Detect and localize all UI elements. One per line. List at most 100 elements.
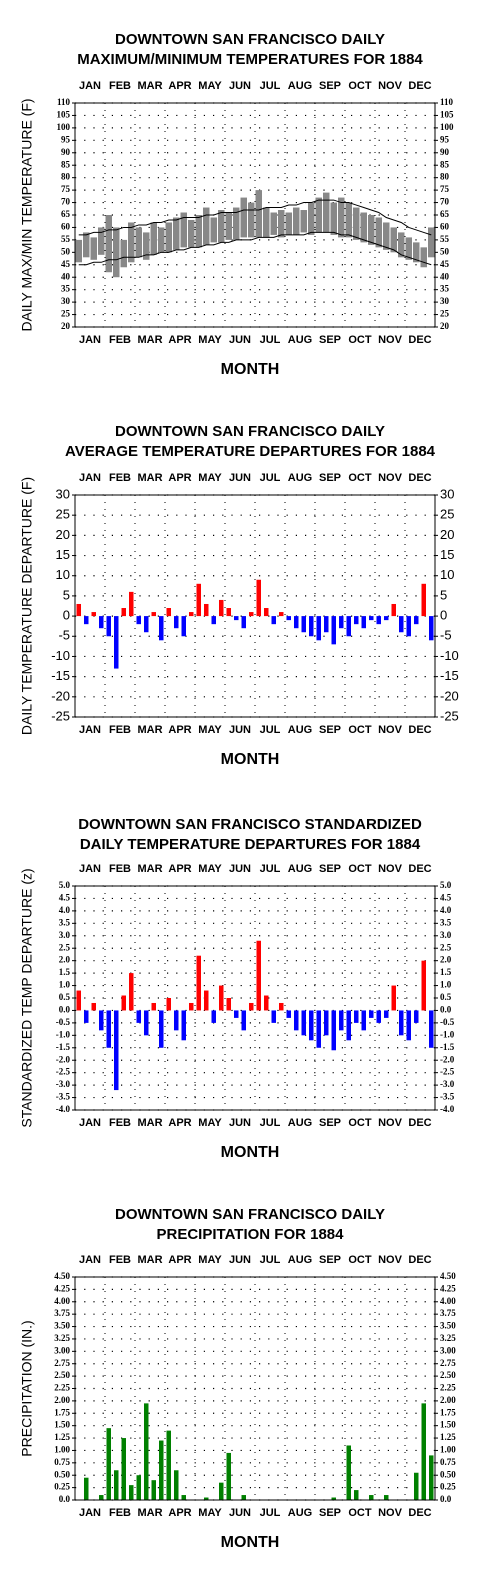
month-label: MAR bbox=[137, 1254, 162, 1266]
y-tick-label: 15 bbox=[56, 547, 70, 562]
month-label: SEP bbox=[319, 1507, 341, 1519]
range-bar bbox=[188, 219, 195, 248]
bar bbox=[309, 1010, 314, 1041]
month-label: APR bbox=[168, 472, 191, 484]
y-tick-label: 45 bbox=[440, 259, 450, 269]
bar bbox=[414, 1010, 419, 1023]
plot-frame bbox=[74, 885, 436, 1111]
range-bar bbox=[353, 207, 360, 240]
bar bbox=[339, 616, 344, 629]
month-label: FEB bbox=[109, 724, 131, 736]
bar bbox=[361, 616, 366, 629]
bar bbox=[346, 1010, 351, 1041]
bar bbox=[399, 616, 404, 633]
bar bbox=[376, 616, 381, 625]
bar bbox=[99, 1495, 104, 1500]
bar bbox=[219, 985, 224, 1011]
bar bbox=[324, 1010, 329, 1036]
bar bbox=[204, 603, 209, 617]
y-tick-label: 2.75 bbox=[54, 1358, 70, 1368]
bar bbox=[264, 608, 269, 617]
bar bbox=[241, 616, 246, 629]
bar bbox=[144, 1403, 149, 1500]
x-axis-label: MONTH bbox=[221, 751, 280, 768]
month-label: JAN bbox=[79, 1254, 101, 1266]
bar bbox=[256, 940, 261, 1011]
y-tick-label: 4.50 bbox=[440, 1271, 456, 1281]
range-bar bbox=[128, 222, 135, 263]
bar bbox=[301, 616, 306, 633]
chart-title: DOWNTOWN SAN FRANCISCO DAILY bbox=[115, 31, 385, 48]
month-label: MAR bbox=[137, 863, 162, 875]
y-tick-label: 0.50 bbox=[54, 1469, 70, 1479]
month-label: JUN bbox=[229, 724, 251, 736]
bar bbox=[159, 616, 164, 641]
bar bbox=[421, 1403, 426, 1500]
month-label: OCT bbox=[348, 1117, 372, 1129]
y-tick-label: 1.50 bbox=[54, 1420, 70, 1430]
y-tick-label: 3.25 bbox=[440, 1333, 456, 1343]
bar bbox=[369, 1495, 374, 1500]
y-tick-label: 3.0 bbox=[59, 930, 71, 940]
y-tick-label: 1.5 bbox=[440, 967, 452, 977]
range-bar bbox=[255, 190, 262, 238]
bar bbox=[249, 612, 254, 617]
y-tick-label: -3.0 bbox=[56, 1079, 71, 1089]
range-bar bbox=[390, 227, 397, 253]
bar bbox=[279, 1002, 284, 1011]
y-tick-label: -25 bbox=[51, 708, 70, 723]
y-tick-label: 0.0 bbox=[440, 1494, 452, 1504]
y-tick-label: -4.0 bbox=[56, 1104, 71, 1114]
y-tick-label: -3.5 bbox=[56, 1092, 71, 1102]
bar bbox=[316, 1010, 321, 1048]
bar bbox=[106, 1010, 111, 1048]
month-label: FEB bbox=[109, 1117, 131, 1129]
range-bar bbox=[420, 247, 427, 268]
month-label: AUG bbox=[288, 863, 312, 875]
bar bbox=[159, 1010, 164, 1048]
range-bar bbox=[173, 217, 180, 250]
bar bbox=[159, 1440, 164, 1500]
bar bbox=[279, 612, 284, 617]
y-tick-label: 1.25 bbox=[54, 1432, 70, 1442]
month-label: JAN bbox=[79, 1507, 101, 1519]
y-tick-label: 20 bbox=[61, 321, 71, 331]
bar bbox=[346, 1445, 351, 1500]
y-tick-label: -15 bbox=[51, 668, 70, 683]
y-tick-label: 25 bbox=[440, 507, 454, 522]
range-bar bbox=[278, 210, 285, 238]
y-tick-label: 15 bbox=[440, 547, 454, 562]
month-label: JAN bbox=[79, 334, 101, 346]
month-label: AUG bbox=[288, 334, 312, 346]
range-bar bbox=[398, 232, 405, 258]
y-tick-label: 105 bbox=[57, 110, 71, 120]
y-tick-label: 85 bbox=[61, 159, 71, 169]
month-label: SEP bbox=[319, 334, 341, 346]
bar bbox=[189, 1002, 194, 1011]
month-label: DEC bbox=[408, 1254, 431, 1266]
y-tick-label: 25 bbox=[61, 309, 71, 319]
bar bbox=[369, 1010, 374, 1018]
y-tick-label: 3.75 bbox=[54, 1308, 70, 1318]
range-bar bbox=[345, 202, 352, 238]
y-tick-label: 4.00 bbox=[440, 1296, 456, 1306]
month-label: DEC bbox=[408, 334, 431, 346]
y-tick-label: 4.0 bbox=[440, 905, 452, 915]
y-tick-label: 110 bbox=[57, 97, 71, 107]
range-bar bbox=[383, 222, 390, 250]
range-bar bbox=[338, 197, 345, 238]
range-bar bbox=[270, 212, 277, 235]
y-tick-label: 5 bbox=[63, 587, 70, 602]
month-label: MAR bbox=[137, 724, 162, 736]
month-label: MAR bbox=[137, 1117, 162, 1129]
y-tick-label: -1.5 bbox=[56, 1042, 71, 1052]
range-bar bbox=[248, 202, 255, 238]
month-label: DEC bbox=[408, 724, 431, 736]
range-bar bbox=[323, 192, 330, 233]
range-bar bbox=[75, 239, 82, 263]
bar bbox=[331, 1010, 336, 1051]
range-bar bbox=[233, 207, 240, 240]
chart-title: DOWNTOWN SAN FRANCISCO DAILY bbox=[115, 423, 385, 440]
y-tick-label: 10 bbox=[440, 567, 454, 582]
